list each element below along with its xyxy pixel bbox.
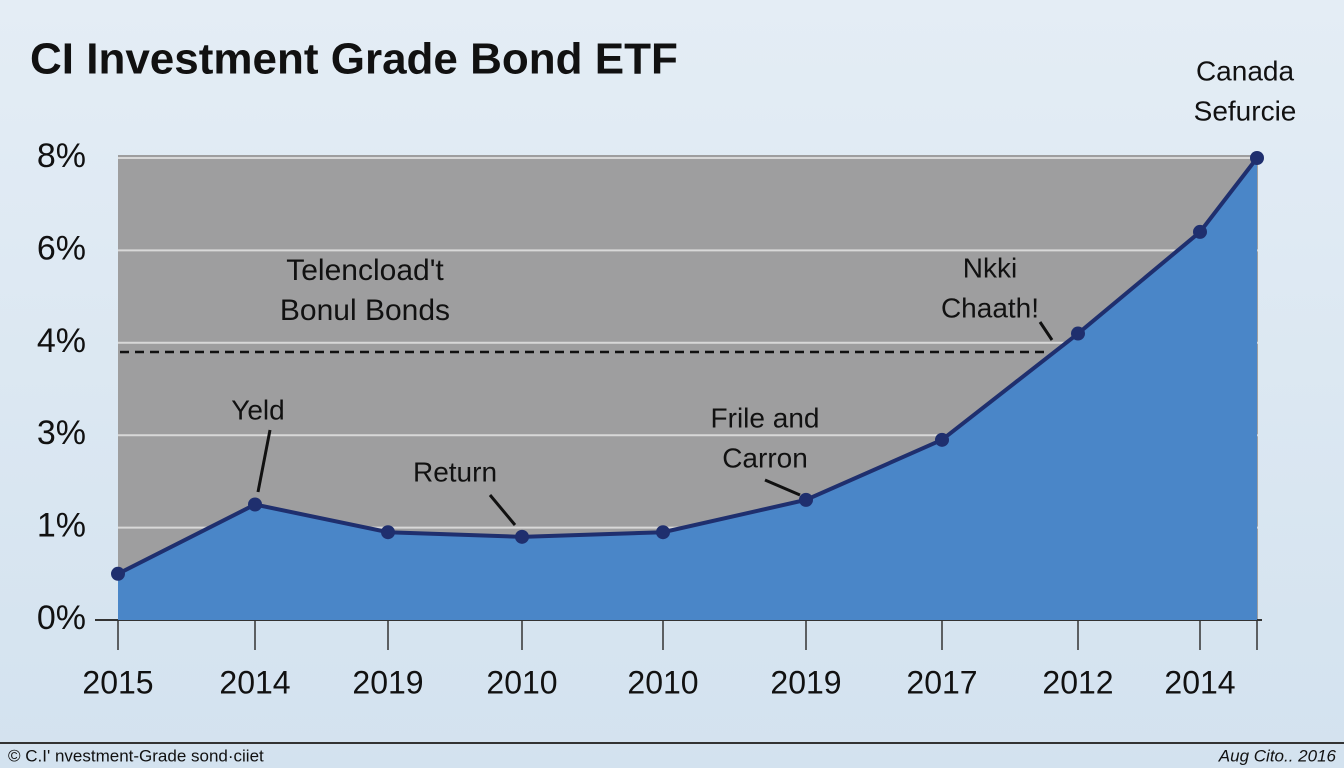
footer-right: Aug Cito.. 2016 [1218, 746, 1337, 765]
leader-line [256, 429, 272, 493]
point [656, 525, 670, 540]
point [799, 492, 813, 507]
x-tick-label: 2015 [82, 664, 153, 700]
leader-line [488, 494, 517, 526]
annotation: Sefurcie [1194, 95, 1297, 126]
annotation: Bonul Bonds [280, 294, 450, 327]
y-tick-label: 0% [37, 599, 86, 637]
annotation: Chaath! [941, 292, 1039, 323]
annotation: Carron [722, 442, 808, 473]
point [935, 432, 949, 447]
point [111, 566, 125, 581]
x-tick-label: 2014 [219, 664, 290, 700]
annotation: Return [413, 456, 497, 487]
x-tick-label: 2010 [486, 664, 557, 700]
annotation: Canada [1196, 55, 1295, 86]
y-tick-label: 4% [37, 322, 86, 360]
annotation: Nkki [963, 252, 1017, 283]
point [1071, 326, 1085, 341]
y-tick-label: 8% [37, 137, 86, 175]
point [515, 529, 529, 544]
leader-line [764, 478, 801, 497]
annotation: Yeld [231, 394, 284, 425]
footer-left: © C.I' nvestment-Grade sond·ciiet [8, 746, 264, 765]
x-tick-label: 2017 [906, 664, 977, 700]
y-tick-label: 1% [37, 507, 86, 545]
y-tick-label: 6% [37, 229, 86, 267]
x-tick-label: 2012 [1042, 664, 1113, 700]
annotation: Frile and [711, 402, 820, 433]
x-tick-label: 2010 [627, 664, 698, 700]
x-tick-label: 2019 [352, 664, 423, 700]
annotation: Telencload't [286, 254, 444, 287]
point [381, 525, 395, 540]
point [248, 497, 262, 512]
line [117, 156, 1259, 576]
chart-title: CI Investment Grade Bond ETF [30, 35, 678, 84]
point [1193, 224, 1207, 239]
leader-line [1038, 321, 1054, 341]
area [118, 158, 1257, 620]
point [1250, 151, 1264, 165]
y-tick-label: 3% [37, 414, 86, 452]
x-tick-label: 2019 [770, 664, 841, 700]
x-tick-label: 2014 [1164, 664, 1235, 700]
